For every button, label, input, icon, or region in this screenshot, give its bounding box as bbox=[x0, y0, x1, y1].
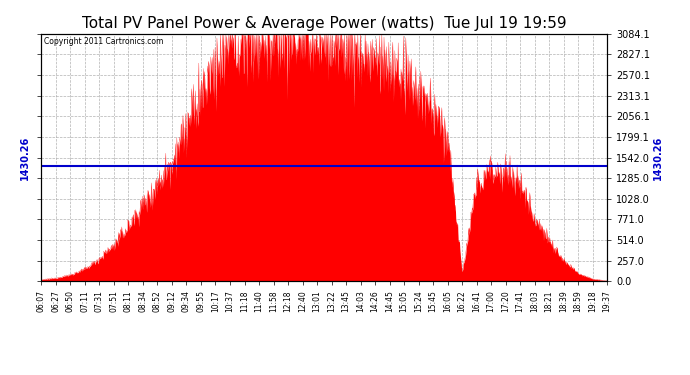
Y-axis label: 1430.26: 1430.26 bbox=[19, 135, 30, 180]
Text: Copyright 2011 Cartronics.com: Copyright 2011 Cartronics.com bbox=[44, 38, 164, 46]
Title: Total PV Panel Power & Average Power (watts)  Tue Jul 19 19:59: Total PV Panel Power & Average Power (wa… bbox=[82, 16, 566, 31]
Y-axis label: 1430.26: 1430.26 bbox=[653, 135, 663, 180]
